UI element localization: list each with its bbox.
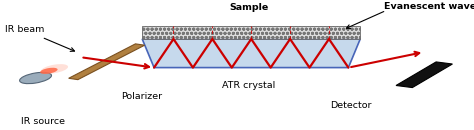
Polygon shape: [396, 62, 452, 88]
Polygon shape: [69, 44, 145, 80]
Text: Evanescent wave: Evanescent wave: [384, 2, 474, 11]
Text: Polarizer: Polarizer: [121, 92, 162, 101]
Ellipse shape: [41, 64, 68, 74]
Text: IR beam: IR beam: [5, 25, 74, 51]
Text: ATR crystal: ATR crystal: [222, 81, 275, 90]
Ellipse shape: [40, 68, 57, 74]
Text: Detector: Detector: [330, 101, 372, 110]
Ellipse shape: [19, 72, 52, 84]
Polygon shape: [142, 26, 360, 39]
Text: IR source: IR source: [21, 117, 64, 126]
Polygon shape: [142, 39, 360, 68]
Text: Sample: Sample: [229, 3, 268, 12]
